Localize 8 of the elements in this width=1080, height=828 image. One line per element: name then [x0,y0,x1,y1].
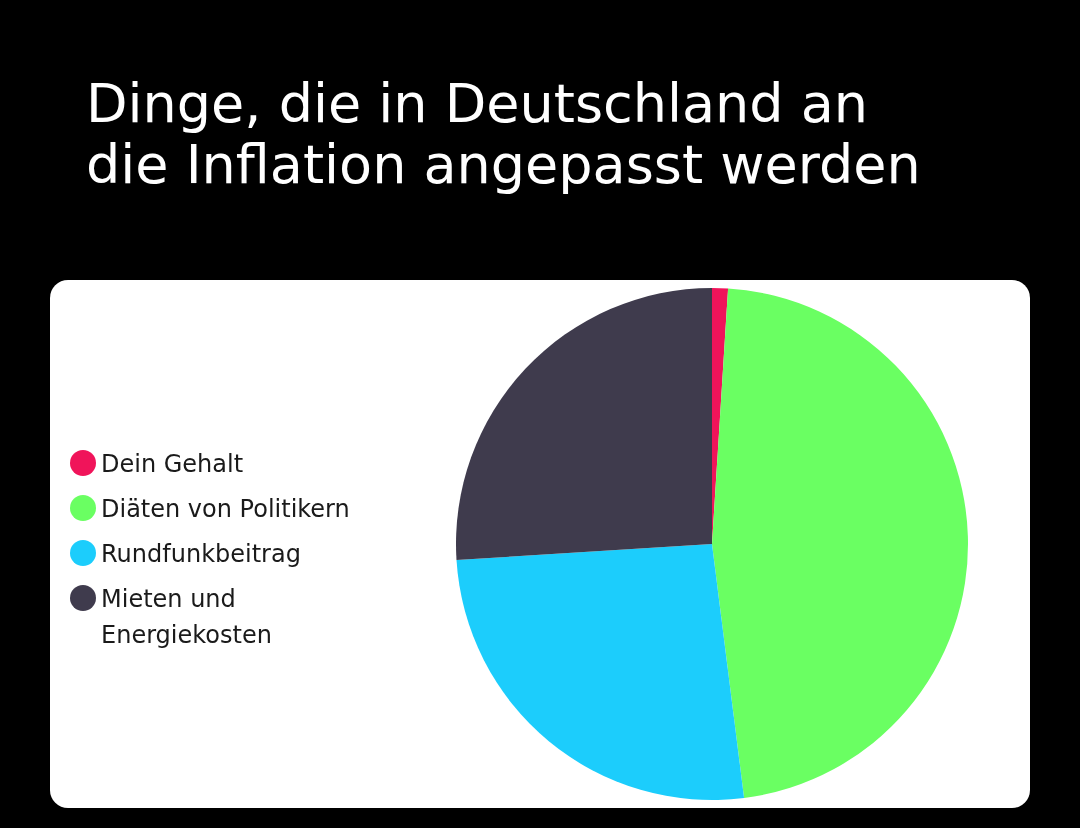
pie-slice [456,544,745,800]
legend-label: Rundfunkbeitrag [101,539,301,568]
pie-slice [456,288,712,561]
legend-label: Diäten von Politikern [101,494,350,523]
pie-slice [712,288,968,798]
legend-label: Dein Gehalt [101,449,244,478]
legend-label: Mieten und Energiekosten [101,584,272,649]
chart-title: Dinge, die in Deutschland an die Inflation angepasst werden [86,72,921,196]
